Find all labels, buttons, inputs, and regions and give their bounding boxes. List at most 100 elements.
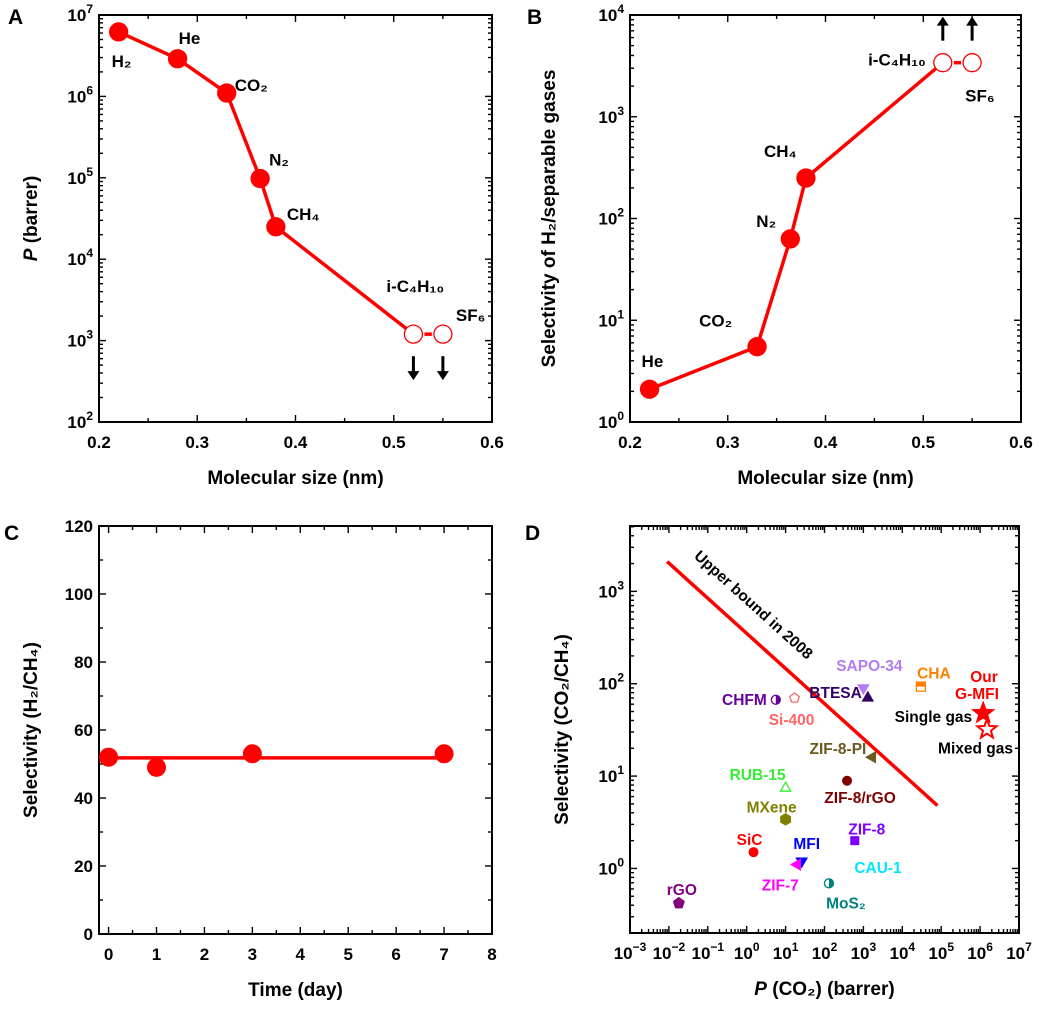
x-tick-label: 0.2	[618, 433, 642, 452]
hexagon-marker	[780, 813, 792, 826]
x-tick-label: 104	[889, 940, 915, 963]
x-tick-label: 8	[487, 945, 496, 964]
axes: 10−3 10−2 10−1 100 101 102 103 104 105 106 107 100 1…	[552, 525, 1032, 1000]
material-label: ZIF-7	[762, 878, 799, 895]
y-axis-title: Selectivity (H₂/CH₄)	[21, 642, 42, 818]
point-label: CH₄	[287, 205, 320, 224]
data-point	[933, 53, 953, 73]
ours-title: Our	[970, 669, 998, 686]
series-line	[648, 61, 944, 391]
arrowhead-icon	[936, 16, 949, 26]
data-point	[796, 168, 816, 188]
y-axis-title: P (barrer)	[21, 176, 42, 262]
chart-panel-b: 0.2 0.3 0.4 0.5 0.6 100 101 102 103 104 Molecular …	[539, 2, 1033, 489]
y-tick-label: 105	[67, 165, 93, 188]
material-label: CHA	[917, 666, 951, 683]
chart-panel-d: 10−3 10−2 10−1 100 101 102 103 104 105 106 107 100 1…	[552, 525, 1032, 1000]
y-tick-label: 104	[67, 246, 93, 269]
point-label: i-C₄H₁₀	[868, 51, 926, 70]
x-tick-label: 10−3	[614, 940, 647, 963]
y-tick-label: 80	[74, 653, 93, 672]
y-tick-label: 101	[598, 763, 624, 786]
upper-bound-label: Upper bound in 2008	[691, 548, 816, 664]
arrowhead-icon	[407, 371, 420, 381]
x-tick-label: 10−2	[653, 940, 686, 963]
point-label: He	[642, 352, 664, 371]
material-label: MFI	[793, 836, 820, 853]
x-axis-title: P (CO₂) (barrer)	[754, 979, 894, 1000]
x-axis-title: Time (day)	[248, 980, 343, 1001]
x-tick-label: 106	[967, 940, 993, 963]
point-label: CH₄	[764, 142, 797, 161]
ours-point-label: Single gas	[895, 709, 973, 726]
point-label: CO₂	[235, 76, 268, 95]
x-tick-label: 102	[812, 940, 838, 963]
material-label: CAU-1	[854, 860, 902, 877]
x-tick-label: 7	[439, 945, 448, 964]
data-point	[242, 744, 262, 764]
y-tick-label: 100	[598, 409, 624, 432]
panel-letter-c: C	[4, 522, 19, 545]
y-tick-label: 101	[598, 307, 624, 330]
material-label: SAPO-34	[836, 658, 903, 675]
material-label: ZIF-8/rGO	[824, 790, 895, 807]
x-axis-title: Molecular size (nm)	[207, 468, 383, 489]
axes: 0.2 0.3 0.4 0.5 0.6 102 103 104 105 106 107 Molecul…	[21, 2, 504, 489]
point-label: H₂	[112, 52, 132, 71]
material-label: rGO	[667, 882, 697, 899]
point-label: SF₆	[456, 306, 485, 325]
y-tick-label: 106	[67, 83, 93, 106]
triangle-left-marker	[865, 750, 877, 764]
y-axis-title: Selectivity (CO₂/CH₄)	[552, 634, 573, 825]
triangle-left-marker	[790, 858, 801, 871]
star-icon	[970, 700, 996, 724]
panel-letter-b: B	[527, 6, 542, 29]
y-tick-label: 103	[598, 578, 624, 601]
plot-frame	[98, 525, 493, 935]
charts: 0.2 0.3 0.4 0.5 0.6102103104105106107Molecul…	[21, 2, 1033, 1001]
x-tick-label: 0.3	[185, 433, 209, 452]
data-point	[250, 168, 270, 189]
arrowhead-icon	[436, 371, 449, 381]
y-axis-title: Selectivity of H₂/separable gases	[539, 70, 560, 368]
material-label: MoS₂	[826, 895, 866, 912]
x-tick-label: 105	[928, 940, 954, 963]
plot-frame	[629, 14, 1022, 423]
ours-title: G-MFI	[955, 686, 999, 703]
x-tick-label: 103	[851, 940, 877, 963]
x-tick-label: 1	[152, 945, 161, 964]
circle-marker	[842, 775, 853, 786]
data-point	[434, 744, 454, 764]
data-point	[403, 324, 424, 344]
square-marker	[850, 836, 860, 846]
open-pentagon-marker	[789, 692, 801, 703]
material-label: Si-400	[769, 712, 815, 729]
x-tick-label: 0	[104, 945, 113, 964]
open-star-icon	[974, 716, 1000, 740]
y-tick-label: 107	[67, 2, 93, 25]
ours-point-label: Mixed gas	[938, 740, 1013, 757]
material-label: SiC	[737, 832, 763, 849]
y-tick-label: 102	[67, 409, 93, 432]
x-tick-label: 0.5	[911, 433, 935, 452]
data-point	[433, 324, 453, 344]
y-tick-label: 103	[67, 328, 93, 351]
y-tick-label: 40	[74, 789, 93, 808]
x-tick-label: 0.4	[284, 433, 308, 452]
open-triangle-marker	[779, 780, 792, 792]
y-tick-label: 0	[84, 925, 93, 944]
y-tick-label: 60	[74, 721, 93, 740]
x-tick-label: 0.5	[382, 433, 406, 452]
data-point	[747, 337, 767, 357]
panel-letter-a: A	[8, 6, 23, 29]
point-label: He	[179, 29, 201, 48]
x-tick-label: 100	[734, 940, 760, 963]
y-tick-label: 103	[598, 104, 624, 127]
data-point	[962, 53, 982, 73]
x-tick-label: 6	[391, 945, 400, 964]
y-tick-label: 102	[598, 206, 624, 229]
chart-panel-a: 0.2 0.3 0.4 0.5 0.6 102 103 104 105 106 107 Molecul…	[21, 2, 504, 489]
